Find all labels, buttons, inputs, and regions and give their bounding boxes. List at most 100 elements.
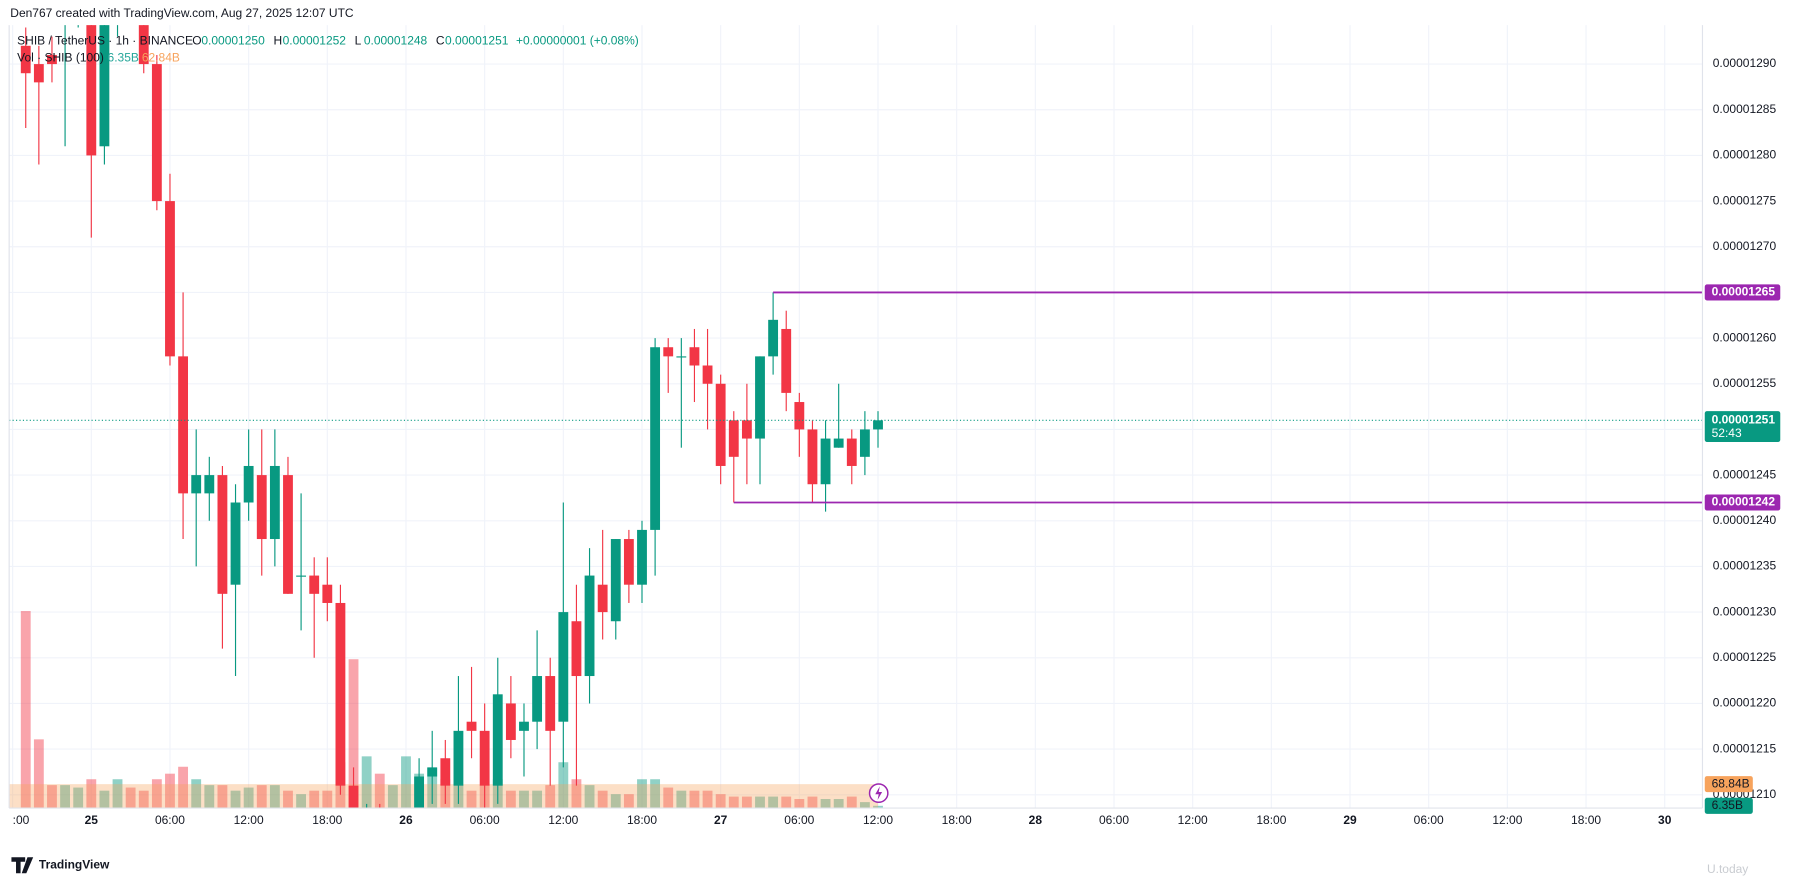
- x-tick-label: 18:00: [312, 813, 342, 827]
- volume-bar: [125, 787, 136, 809]
- volume-bar: [794, 799, 805, 809]
- legend-key: H: [273, 33, 282, 47]
- x-tick-label: 06:00: [1414, 813, 1444, 827]
- countdown-label: 52:43: [1712, 426, 1742, 440]
- candle-body: [243, 465, 254, 503]
- volume-bar: [47, 785, 57, 809]
- volume-bar: [283, 790, 293, 809]
- y-tick-label: 0.00001275: [1713, 193, 1777, 207]
- lightning-icon[interactable]: [868, 783, 889, 804]
- candle-body: [138, 25, 149, 65]
- candle-body: [269, 465, 280, 540]
- volume-bar: [230, 790, 241, 809]
- volume-label-bg: [1704, 776, 1753, 793]
- candle-body: [505, 703, 516, 740]
- volume-label: 68.84B: [1712, 776, 1750, 790]
- x-tick-label: 18:00: [1256, 813, 1286, 827]
- volume-bar: [256, 785, 267, 809]
- brand-text: TradingView: [39, 857, 110, 871]
- volume-bar: [597, 790, 608, 809]
- candle-body: [479, 730, 490, 786]
- candle-body: [781, 328, 792, 393]
- legend-value: 0.00001250: [201, 33, 265, 47]
- candle-body: [637, 529, 647, 585]
- candle-body: [283, 475, 293, 594]
- volume-label: 6.35B: [1712, 798, 1743, 812]
- x-tick-label: 12:00: [1178, 813, 1208, 827]
- x-tick-label: 18:00: [942, 813, 972, 827]
- volume-bar: [519, 790, 529, 809]
- y-tick-label: 0.00001225: [1713, 650, 1777, 664]
- y-tick-label: 0.00001285: [1713, 102, 1777, 116]
- volume-bar: [401, 756, 411, 809]
- legend-volume-ma: 62.84B: [142, 51, 180, 65]
- volume-bar: [387, 785, 398, 809]
- volume-bar: [191, 779, 202, 809]
- last-price-bg: [1704, 411, 1781, 443]
- legend-key: O: [192, 33, 201, 47]
- legend-volume-last: 6.35B: [108, 51, 139, 65]
- x-tick-label: 12:00: [548, 813, 578, 827]
- x-tick-label: 06:00: [1099, 813, 1129, 827]
- x-tick-label: 28: [1029, 813, 1043, 827]
- volume-bar: [60, 785, 70, 809]
- volume-bar: [741, 796, 752, 809]
- x-tick-label: 06:00: [155, 813, 185, 827]
- x-tick-label: 12:00: [863, 813, 893, 827]
- volume-bar: [165, 773, 175, 809]
- volume-bar: [151, 779, 162, 809]
- plot-area: [9, 25, 1703, 809]
- candle-body: [623, 539, 634, 585]
- volume-bar: [545, 785, 556, 809]
- volume-bar: [243, 787, 254, 809]
- legend-ohlc: O 0.00001250 H 0.00001252 L 0.00001248 C 0.0000…: [192, 33, 639, 47]
- volume-bar: [309, 790, 320, 809]
- volume-bar: [623, 794, 634, 809]
- volume-bar: [73, 787, 84, 809]
- x-tick-label: 29: [1343, 813, 1357, 827]
- candle-body: [571, 621, 582, 677]
- volume-bar: [348, 659, 359, 809]
- volume-bar: [505, 790, 516, 809]
- volume-bar: [755, 796, 765, 809]
- volume-bar: [715, 794, 726, 809]
- credit: Den767 created with TradingView.com, Aug…: [10, 6, 354, 20]
- volume-bar: [584, 785, 595, 809]
- candle-body: [794, 402, 805, 430]
- volume-bar: [820, 799, 831, 809]
- volume-bar: [112, 779, 123, 809]
- x-tick-label: 30: [1658, 813, 1672, 827]
- candle-body: [20, 45, 31, 74]
- volume-bar: [33, 739, 44, 809]
- candle-body: [610, 539, 621, 622]
- y-tick-label: 0.00001280: [1713, 148, 1777, 162]
- candle-body: [597, 584, 608, 613]
- legend-value: 0.00001248: [364, 33, 428, 47]
- volume-bar: [86, 779, 97, 809]
- candle-body: [873, 420, 883, 430]
- candle-body: [741, 420, 752, 439]
- volume-bar: [532, 790, 543, 809]
- volume-bar: [873, 805, 883, 809]
- volume-label-bg: [1704, 797, 1753, 814]
- volume-bar: [361, 756, 372, 809]
- candle-body: [728, 420, 739, 457]
- candle-body: [820, 438, 831, 485]
- candle-body: [309, 575, 320, 594]
- x-tick-label: 12:00: [1492, 813, 1522, 827]
- candle-body: [492, 694, 503, 786]
- brand-logo: TradingView: [11, 857, 110, 874]
- volume-bar: [99, 790, 110, 809]
- volume-bar: [637, 779, 647, 809]
- volume-bar: [374, 773, 385, 809]
- candle-body: [165, 201, 175, 357]
- volume-bar: [204, 785, 215, 809]
- last-price-label: 0.00001251: [1712, 412, 1776, 426]
- y-tick-label: 0.00001240: [1713, 513, 1777, 527]
- candle-body: [859, 429, 870, 457]
- volume-bar: [781, 796, 792, 809]
- candle-body: [755, 356, 765, 439]
- candle-body: [204, 475, 215, 494]
- y-tick-label: 0.00001230: [1713, 604, 1777, 618]
